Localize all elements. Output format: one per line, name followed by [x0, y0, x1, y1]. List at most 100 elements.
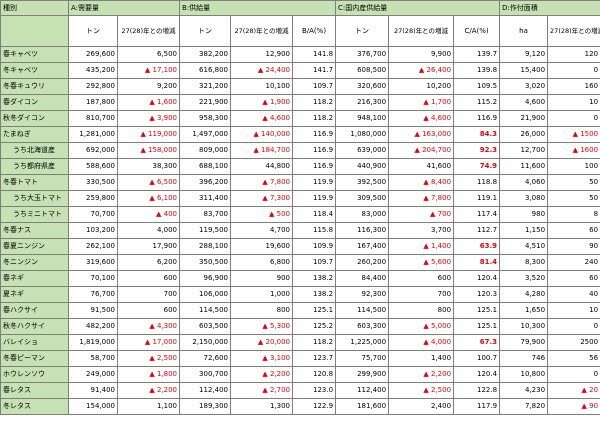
change-value: 7,300 [269, 194, 290, 202]
c-change-header: 27(28)年との増減 [388, 15, 455, 47]
change-value: 17,100 [152, 66, 178, 74]
demand-change: ▲ 17,100 [117, 62, 180, 79]
domestic-supply-change: ▲ 4,000 [388, 334, 455, 351]
supply-tons: 72,600 [179, 350, 231, 367]
vegetable-name: 春レタス [0, 382, 69, 399]
supply-tons: 350,500 [179, 254, 231, 271]
domestic-supply-tons: 216,300 [335, 94, 390, 111]
change-value: 4,600 [430, 114, 452, 122]
supply-demand-ratio: 141.8 [291, 46, 337, 63]
decrease-triangle-icon: ▲ [423, 322, 431, 330]
change-value: 6,500 [156, 50, 177, 58]
planted-area-ha: 26,000 [499, 126, 549, 143]
decrease-triangle-icon: ▲ [149, 322, 157, 330]
demand-change: ▲ 6,100 [117, 190, 180, 207]
supply-tons: 958,300 [179, 110, 231, 127]
change-value: 17,000 [152, 338, 178, 346]
domestic-supply-tons: 116,300 [335, 222, 390, 239]
domestic-supply-tons: 376,700 [335, 46, 390, 63]
decrease-triangle-icon: ▲ [262, 178, 270, 186]
planted-area-ha: 79,900 [499, 334, 549, 351]
change-value: 8,400 [430, 178, 452, 186]
change-value: 0 [593, 114, 599, 122]
supply-tons: 288,100 [179, 238, 231, 255]
supply-tons: 396,200 [179, 174, 231, 191]
planted-area-ha: 4,280 [499, 286, 549, 303]
decrease-triangle-icon: ▲ [253, 146, 262, 154]
demand-tons: 262,100 [68, 238, 118, 255]
planted-area-ha: 4,510 [499, 238, 549, 255]
domestic-supply-tons: 75,700 [335, 350, 390, 367]
change-value: 19,600 [265, 242, 291, 250]
planted-area-change: 0 [547, 110, 600, 127]
domestic-demand-ratio: 115.2 [453, 94, 501, 111]
domestic-supply-change: ▲ 1,400 [388, 238, 455, 255]
decrease-triangle-icon: ▲ [257, 66, 266, 74]
domestic-demand-ratio: 122.8 [453, 382, 501, 399]
planted-area-change: 2500 [547, 334, 600, 351]
domestic-demand-ratio: 125.1 [453, 302, 501, 319]
supply-tons: 189,300 [179, 398, 231, 415]
change-value: 1,600 [156, 98, 177, 106]
planted-area-ha: 11,600 [499, 158, 549, 175]
decrease-triangle-icon: ▲ [262, 386, 270, 394]
change-value: 90 [589, 242, 599, 250]
supply-demand-ratio: 120.8 [291, 366, 337, 383]
table-row: 夏ネギ 76,700 700 106,000 1,000 138.2 92,300 700 12… [0, 286, 600, 303]
supply-change: ▲ 3,100 [230, 350, 293, 367]
change-value: 38,300 [152, 162, 178, 170]
change-value: 160 [584, 82, 599, 90]
change-value: 1600 [580, 146, 599, 154]
supply-demand-ratio: 116.9 [291, 142, 337, 159]
change-value: 17,900 [152, 242, 178, 250]
decrease-triangle-icon: ▲ [144, 66, 153, 74]
supply-tons: 2,150,000 [179, 334, 231, 351]
domestic-demand-ratio: 120.4 [453, 366, 501, 383]
decrease-triangle-icon: ▲ [149, 194, 157, 202]
domestic-demand-ratio: 125.1 [453, 318, 501, 335]
decrease-triangle-icon: ▲ [253, 130, 262, 138]
supply-change: ▲ 140,000 [230, 126, 293, 143]
change-value: 600 [163, 274, 177, 282]
change-value: 163,000 [422, 130, 452, 138]
domestic-supply-change: ▲ 7,800 [388, 190, 455, 207]
change-value: 119,000 [148, 130, 177, 138]
supply-demand-ratio: 109.9 [291, 238, 337, 255]
table-row: バレイショ 1,819,000 ▲ 17,000 2,150,000 ▲ 20,000 1… [0, 334, 600, 351]
table-row: 冬ニンジン 319,600 6,200 350,500 6,800 109.7 260,20… [0, 254, 600, 271]
change-value: 24,400 [265, 66, 291, 74]
demand-change: ▲ 119,000 [117, 126, 180, 143]
supply-demand-ratio: 123.0 [291, 382, 337, 399]
demand-tons: 249,000 [68, 366, 118, 383]
vegetable-name: 冬春トマト [0, 174, 69, 191]
demand-change: ▲ 6,500 [117, 174, 180, 191]
table-row: 冬春トマト 330,500 ▲ 6,500 396,200 ▲ 7,800 119.9 39… [0, 174, 600, 191]
decrease-triangle-icon: ▲ [430, 210, 438, 218]
demand-tons: 91,400 [68, 382, 118, 399]
label-column-blank [0, 15, 69, 47]
domestic-supply-tons: 608,500 [335, 62, 390, 79]
domestic-supply-change: ▲ 1,700 [388, 94, 455, 111]
domestic-demand-ratio: 63.9 [453, 238, 501, 255]
planted-area-ha: 12,700 [499, 142, 549, 159]
domestic-demand-ratio: 100.7 [453, 350, 501, 367]
decrease-triangle-icon: ▲ [149, 114, 157, 122]
domestic-supply-tons: 639,000 [335, 142, 390, 159]
decrease-triangle-icon: ▲ [572, 130, 581, 138]
table-row: 春ダイコン 187,800 ▲ 1,600 221,900 ▲ 1,900 118.2 21… [0, 94, 600, 111]
table-row: うちミニトマト 70,700 ▲ 400 83,700 ▲ 500 118.4 83,000… [0, 206, 600, 223]
table-row: 冬春ナス 103,200 4,000 119,500 4,700 115.8 116,300… [0, 222, 600, 239]
decrease-triangle-icon: ▲ [423, 258, 431, 266]
change-value: 2,200 [156, 386, 177, 394]
planted-area-ha: 746 [499, 350, 549, 367]
demand-change: 6,200 [117, 254, 180, 271]
change-value: 700 [163, 290, 177, 298]
demand-tons: 187,800 [68, 94, 118, 111]
a-tons-header: トン [68, 15, 118, 47]
planted-area-ha: 4,230 [499, 382, 549, 399]
change-value: 204,700 [422, 146, 452, 154]
demand-change: 600 [117, 270, 180, 287]
planted-area-ha: 1,650 [499, 302, 549, 319]
demand-tons: 1,819,000 [68, 334, 118, 351]
demand-tons: 588,600 [68, 158, 118, 175]
